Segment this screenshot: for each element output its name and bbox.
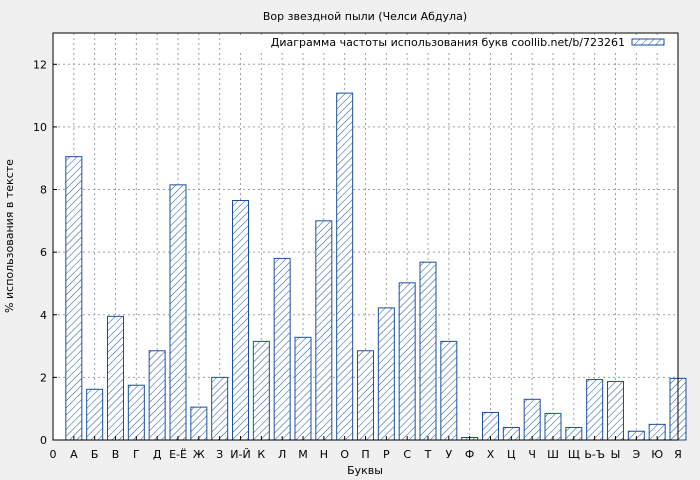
x-tick-label: М	[298, 448, 308, 461]
x-tick-label: Х	[487, 448, 495, 461]
bar	[127, 384, 145, 441]
y-tick-label: 0	[40, 434, 47, 447]
y-tick-label: 8	[40, 184, 47, 197]
y-tick-label: 10	[33, 121, 47, 134]
y-axis-label: % использования в тексте	[3, 159, 16, 313]
x-axis-label: Буквы	[347, 464, 383, 477]
bar	[482, 411, 499, 441]
bar	[377, 307, 395, 441]
x-tick-label: А	[70, 448, 78, 461]
x-tick-label: Щ	[568, 448, 580, 461]
x-tick-label: Е-Ё	[169, 448, 187, 461]
x-tick-label: З	[216, 448, 223, 461]
bar	[523, 398, 541, 441]
legend-label: Диаграмма частоты использования букв coo…	[271, 36, 625, 49]
bar	[357, 350, 374, 441]
bar	[211, 376, 229, 441]
bar	[86, 388, 104, 441]
x-tick-label: Г	[133, 448, 140, 461]
x-tick-label: К	[257, 448, 265, 461]
bar	[169, 184, 187, 441]
bar	[336, 92, 354, 441]
x-tick-label: Ф	[465, 448, 474, 461]
x-tick-label: Ц	[507, 448, 516, 461]
bar	[607, 380, 624, 441]
grid	[53, 33, 679, 440]
x-tick-label: Э	[632, 448, 640, 461]
x-tick-label: Ь-Ъ	[584, 448, 605, 461]
x-tick-label: Б	[91, 448, 99, 461]
x-tick-label: О	[340, 448, 349, 461]
x-tick-label: Н	[320, 448, 328, 461]
x-tick-label: Ы	[611, 448, 621, 461]
x-tick-label: Ж	[193, 448, 205, 461]
x-tick-label: Д	[153, 448, 162, 461]
bar	[232, 199, 249, 441]
bar	[273, 257, 291, 441]
legend-swatch	[631, 38, 665, 46]
x-tick-label: Л	[278, 448, 286, 461]
x-tick-label: Я	[674, 448, 682, 461]
x-tick-label: Ш	[547, 448, 559, 461]
x-tick-label-origin: 0	[50, 448, 57, 461]
x-tick-label: Ч	[528, 448, 536, 461]
bar	[586, 379, 604, 441]
bar	[398, 282, 416, 441]
bar	[419, 261, 437, 441]
y-tick-label: 4	[40, 309, 47, 322]
x-tick-label: У	[445, 448, 452, 461]
bar	[252, 340, 270, 441]
y-tick-label: 12	[33, 58, 47, 71]
bar	[65, 156, 83, 441]
bar	[440, 340, 458, 441]
chart-title: Вор звездной пыли (Челси Абдула)	[263, 10, 467, 23]
bar	[148, 350, 166, 441]
x-tick-label: В	[112, 448, 120, 461]
bar	[294, 336, 312, 441]
x-tick-label: С	[403, 448, 411, 461]
y-tick-label: 2	[40, 371, 47, 384]
legend: Диаграмма частоты использования букв coo…	[240, 36, 674, 50]
x-tick-label: И-Й	[230, 448, 250, 461]
legend-background	[240, 36, 674, 50]
x-tick-label: П	[361, 448, 369, 461]
x-tick-label: Р	[383, 448, 390, 461]
bar	[190, 406, 208, 441]
y-tick-label: 6	[40, 246, 47, 259]
bar	[107, 315, 124, 441]
x-tick-label: Т	[424, 448, 432, 461]
bar	[315, 220, 333, 441]
x-tick-label: Ю	[651, 448, 663, 461]
